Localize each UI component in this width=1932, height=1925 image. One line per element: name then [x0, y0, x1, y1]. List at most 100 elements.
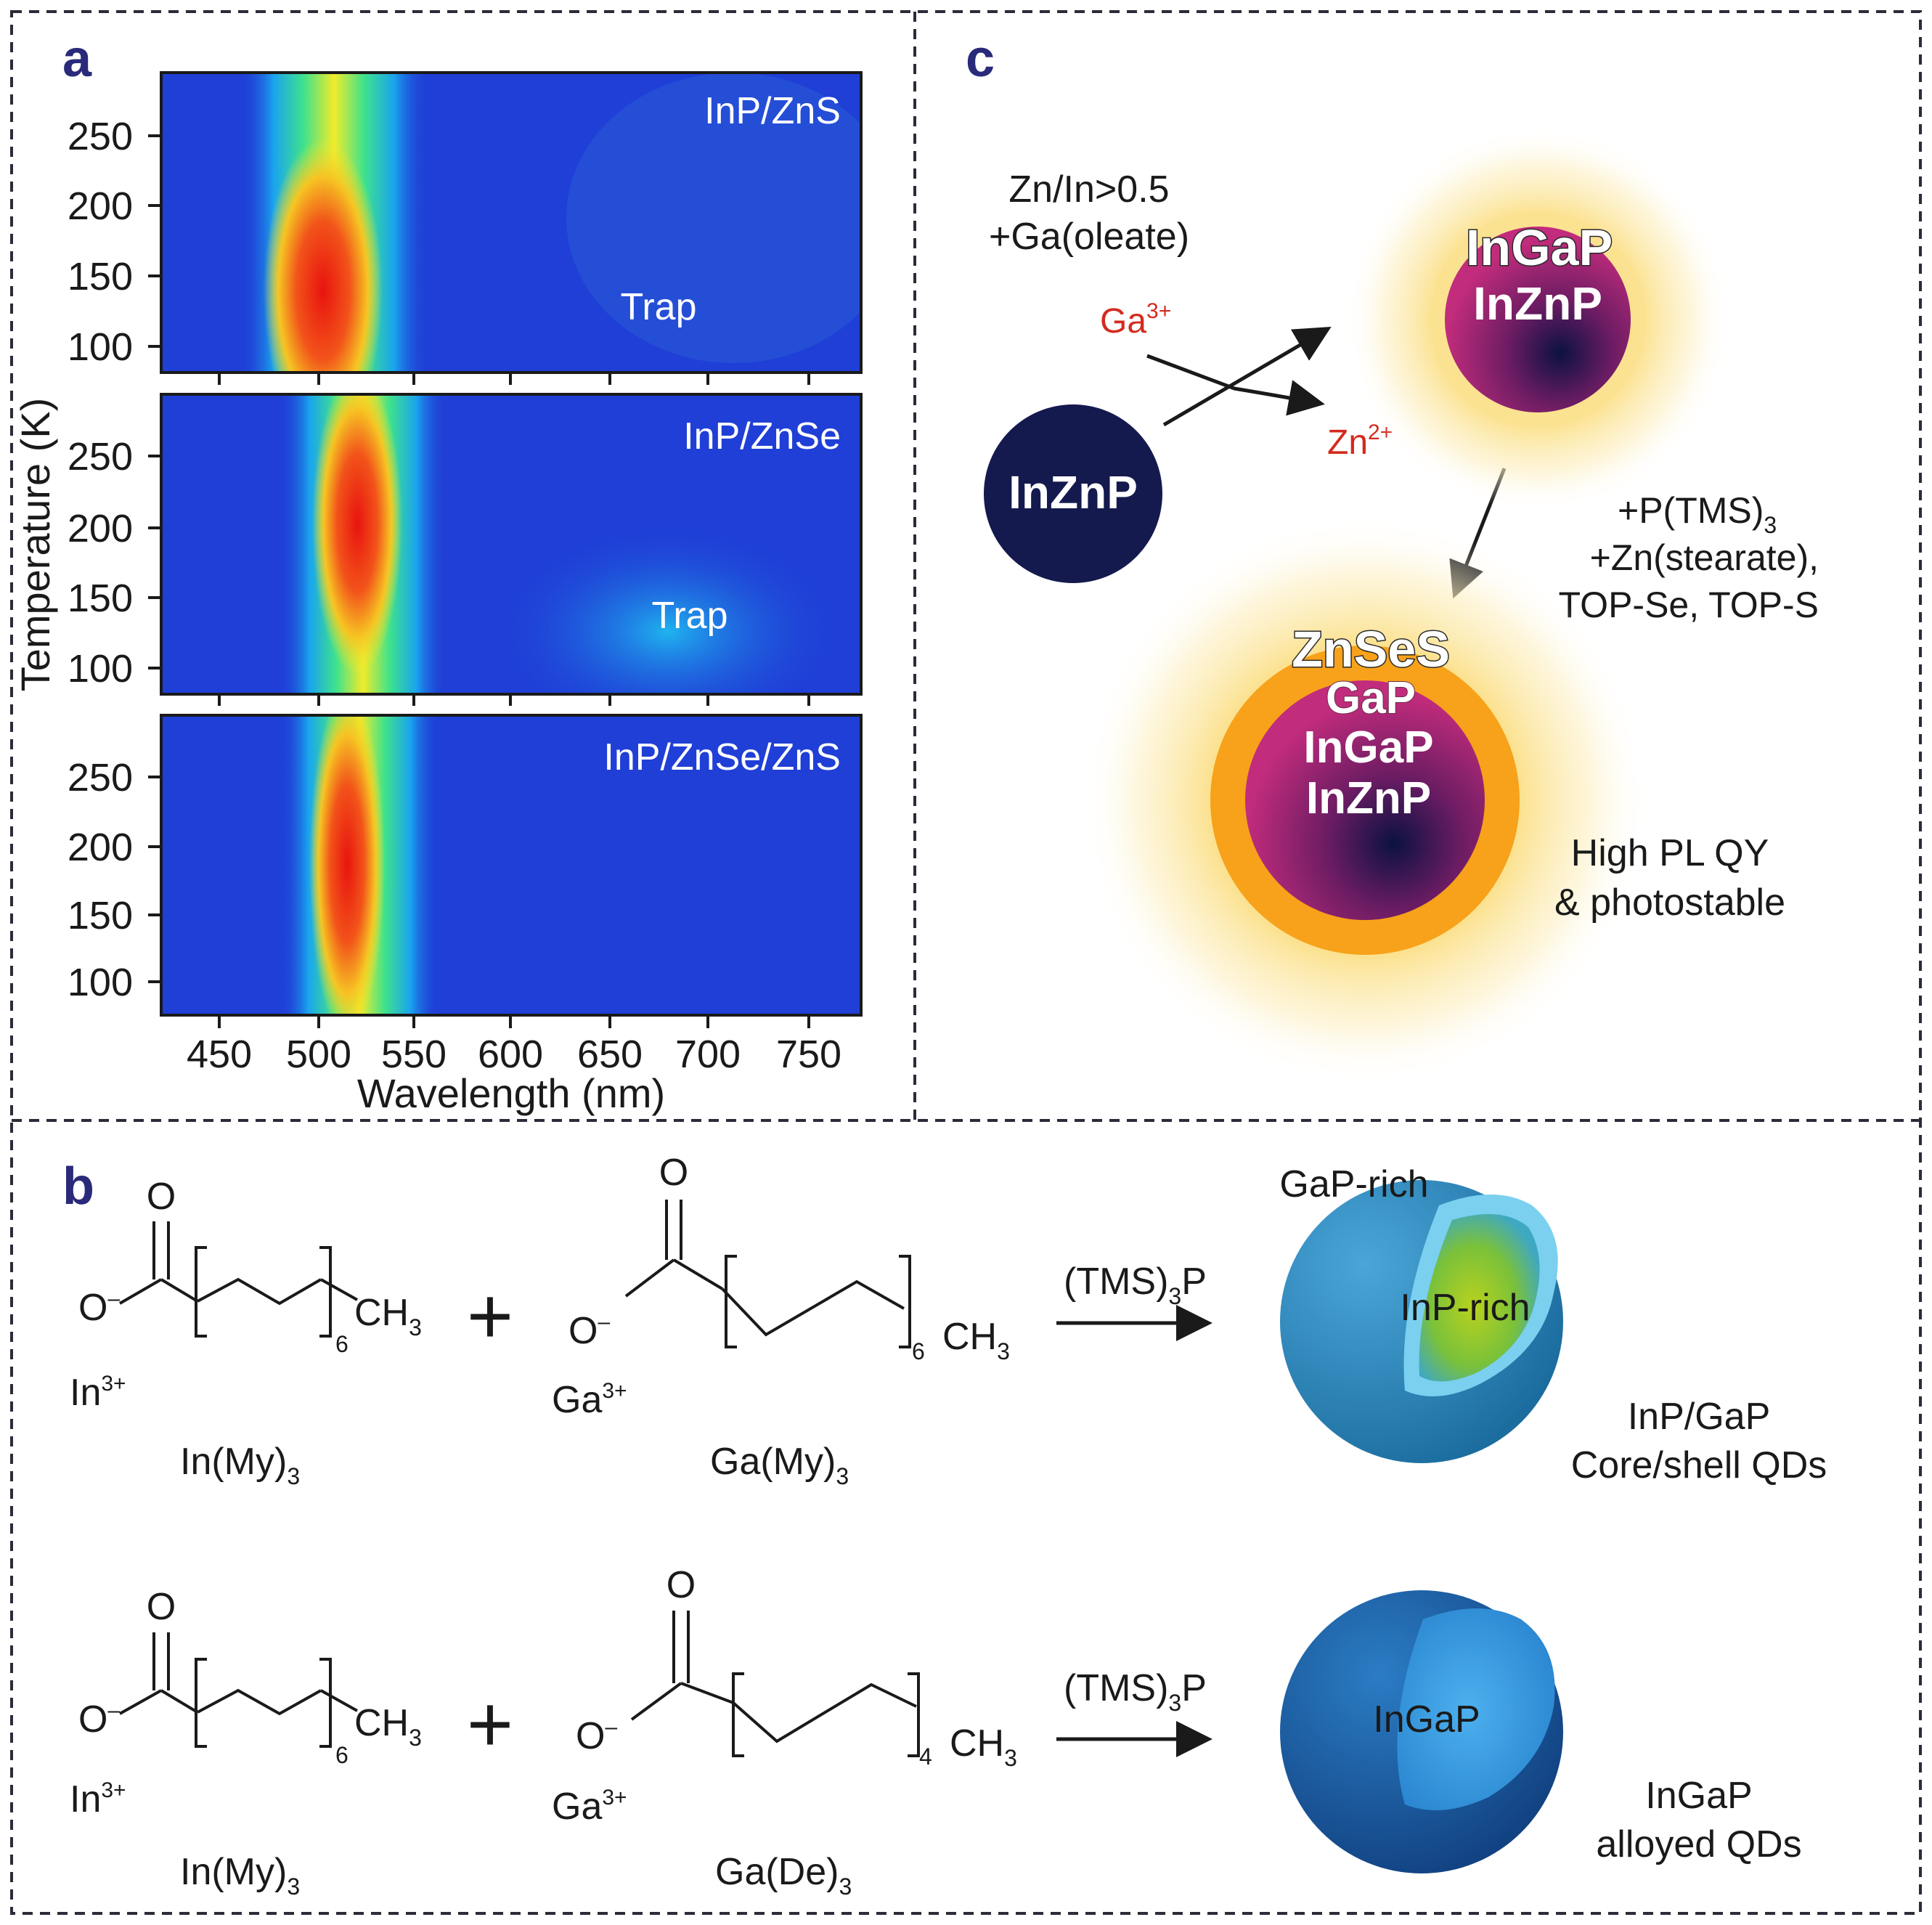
x-axis-label: Wavelength (nm)	[357, 1070, 665, 1116]
panel-label-b: b	[62, 1157, 94, 1216]
subplot-title-3: InP/ZnSe/ZnS	[603, 736, 841, 778]
row2-alloyed-qd: InGaP InGaP alloyed QDs	[1280, 1590, 1802, 1873]
row1-core-label: InP-rich	[1400, 1287, 1530, 1329]
heatmap-2	[161, 394, 861, 694]
row2-core	[1397, 1608, 1555, 1810]
row1-reagent: (TMS)3P	[1064, 1261, 1207, 1309]
x-tick-label: 500	[286, 1033, 351, 1076]
start-core-label: InZnP	[1008, 466, 1138, 518]
mid-inner-label: InZnP	[1473, 277, 1602, 330]
row2-ga-oxygen: O	[667, 1564, 696, 1606]
row2-in-repeat: 6	[335, 1742, 349, 1768]
mid-outer-label: InGaP	[1466, 219, 1613, 276]
trap-label-1: Trap	[621, 286, 697, 328]
x-tick-label: 700	[675, 1033, 741, 1076]
x-tick-label: 650	[577, 1033, 643, 1076]
y-tick-label: 250	[68, 756, 133, 799]
row1-shell-label: GaP-rich	[1279, 1163, 1428, 1205]
trap-label-2: Trap	[652, 595, 728, 637]
row2-result-line2: alloyed QDs	[1596, 1823, 1801, 1865]
zn-ion: Zn	[1327, 423, 1368, 462]
y-tick-label: 250	[68, 115, 133, 158]
subplot-title-1: InP/ZnS	[704, 90, 841, 132]
row1-result-line2: Core/shell QDs	[1571, 1444, 1827, 1486]
final-layer4-label: InZnP	[1306, 773, 1431, 823]
row1-plus-sign: +	[467, 1271, 513, 1361]
row1-core	[1419, 1214, 1540, 1382]
row1-in-oxygen: O	[147, 1176, 176, 1218]
x-tick-label: 750	[776, 1033, 841, 1076]
y-tick-label: 200	[68, 507, 133, 550]
heatmap-3	[161, 715, 861, 1015]
y-tick-label: 250	[68, 435, 133, 479]
row2-plus-sign: +	[467, 1680, 513, 1769]
row1-core-shell-qd: GaP-rich InP-rich InP/GaP Core/shell QDs	[1279, 1163, 1827, 1486]
heatmap-1	[161, 73, 861, 373]
y-tick-label: 150	[68, 577, 133, 620]
row2-in-anion: O–	[78, 1698, 120, 1741]
row2-ga-anion: O–	[576, 1715, 617, 1757]
row1-reaction-arrow: (TMS)3P	[1056, 1261, 1212, 1341]
row1-ga-ion: Ga3+	[552, 1379, 627, 1421]
row1-result-line1: InP/GaP	[1628, 1396, 1771, 1438]
ga-ion-label: Ga3+	[1100, 299, 1171, 341]
row1-in-ch3: CH3	[354, 1292, 422, 1340]
trap-glow	[494, 523, 842, 694]
x-tick-label: 600	[478, 1033, 543, 1076]
row1-in-molecule: O O– 6 CH3 In3+ In(My)3	[70, 1176, 422, 1489]
ga-ion: Ga	[1100, 302, 1146, 341]
row2-ga-name: Ga(De)3	[715, 1851, 852, 1900]
row2-result-line1: InGaP	[1645, 1775, 1752, 1817]
panel-label-a: a	[62, 30, 92, 88]
row2-reagent: (TMS)3P	[1064, 1667, 1207, 1716]
row1-in-repeat: 6	[335, 1331, 349, 1357]
row2-core-label: InGaP	[1373, 1698, 1480, 1741]
row2-ga-ion: Ga3+	[552, 1786, 627, 1828]
subplot-title-2: InP/ZnSe	[683, 415, 841, 457]
row1-ga-oxygen: O	[659, 1152, 688, 1194]
step2-line2: +Zn(stearate),	[1590, 537, 1819, 578]
row1-ga-ch3: CH3	[942, 1316, 1010, 1364]
y-tick-label: 150	[68, 255, 133, 298]
final-layer2-label: GaP	[1326, 673, 1416, 723]
final-core-sphere	[1245, 680, 1485, 920]
result-line2: & photostable	[1554, 882, 1785, 924]
panel-label-c: c	[966, 30, 995, 88]
row2-ga-ch3: CH3	[950, 1722, 1017, 1771]
row1-ga-molecule: O O– 6 CH3 Ga3+ Ga(My)3	[552, 1152, 1010, 1489]
x-tick-labels: 450 500 550 600 650 700 750	[187, 1033, 841, 1076]
mid-core-sphere	[1445, 227, 1631, 412]
y-tick-label: 200	[68, 184, 133, 228]
final-layer3-label: InGaP	[1303, 723, 1433, 773]
panel-frames	[10, 10, 1922, 1915]
row1-in-anion: O–	[78, 1287, 120, 1329]
start-core-sphere	[984, 404, 1162, 583]
row1-in-name: In(My)3	[180, 1441, 300, 1489]
y-axis-label: Temperature (K)	[12, 398, 58, 692]
panel-a: a InP/ZnS Trap InP/ZnSe Trap InP/Z	[12, 30, 863, 1116]
condition-line1: Zn/In>0.5	[1008, 168, 1169, 211]
ga-charge: 3+	[1146, 299, 1171, 323]
row2-in-ion: In3+	[70, 1778, 126, 1820]
row1-ga-name: Ga(My)3	[710, 1441, 849, 1489]
y-tick-labels: 250 200 150 100 250 200 150 100 250 200 …	[68, 115, 133, 1004]
y-tick-label: 100	[68, 325, 133, 369]
panel-c: c Zn/In>0.5 +Ga(oleate) Ga3+ Zn2+ InZnP …	[966, 30, 1819, 1083]
panel-b: b O O– 6 CH3 In3+ In(My)3 +	[62, 1152, 1827, 1900]
x-tick-label: 550	[381, 1033, 447, 1076]
final-shell-label: ZnSeS	[1292, 621, 1450, 677]
x-tick-label: 450	[187, 1033, 252, 1076]
row2-in-molecule: O O– 6 CH3 In3+ In(My)3	[70, 1586, 422, 1900]
row2-reaction-arrow: (TMS)3P	[1056, 1667, 1212, 1757]
y-tick-label: 150	[68, 894, 133, 937]
condition-line2: +Ga(oleate)	[989, 216, 1189, 258]
y-tick-label: 100	[68, 647, 133, 691]
y-tick-marks	[148, 134, 161, 983]
result-line1: High PL QY	[1571, 832, 1769, 874]
peak-band-2	[312, 394, 402, 675]
step2-line1: +P(TMS)3	[1618, 490, 1777, 538]
row2-in-name: In(My)3	[180, 1851, 300, 1900]
step2-line3: TOP-Se, TOP-S	[1559, 585, 1819, 625]
row2-in-oxygen: O	[147, 1586, 176, 1628]
